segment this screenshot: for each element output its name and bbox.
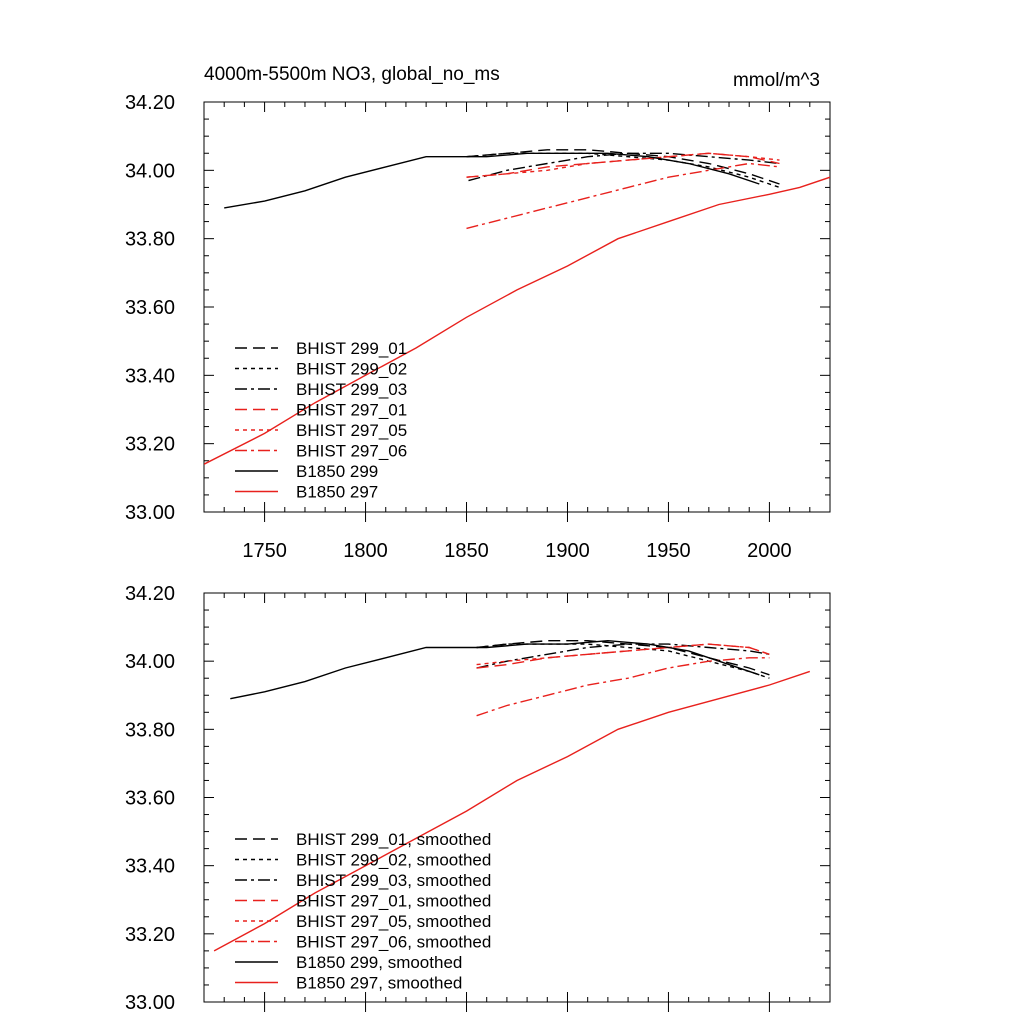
y-tick-label: 33.80 bbox=[125, 229, 175, 251]
legend-label: BHIST 299_02 bbox=[296, 360, 407, 379]
legend-label: B1850 299, smoothed bbox=[296, 953, 462, 972]
series-line bbox=[230, 639, 760, 700]
legend-label: BHIST 299_01 bbox=[296, 339, 407, 358]
y-tick-label: 34.20 bbox=[125, 92, 175, 114]
y-tick-label: 34.00 bbox=[125, 160, 175, 182]
y-tick-label: 34.20 bbox=[125, 583, 175, 605]
top-panel: 33.00 33.20 33.40 33.60 33.80 34.00 34.20 1750 1… bbox=[125, 92, 831, 562]
legend-label: BHIST 297_01 bbox=[296, 401, 407, 420]
y-tick-label: 33.80 bbox=[125, 719, 175, 741]
legend-label: B1850 297 bbox=[296, 483, 378, 502]
x-tick-label: 2000 bbox=[747, 540, 792, 562]
y-tick-label: 33.40 bbox=[125, 365, 175, 387]
series-line bbox=[213, 670, 811, 952]
y-tick-label: 33.40 bbox=[125, 856, 175, 878]
bottom-panel: 33.00 33.20 33.40 33.60 33.80 34.00 34.20 BHIST… bbox=[125, 583, 831, 1014]
y-tick-label: 33.20 bbox=[125, 924, 175, 946]
series-line bbox=[476, 643, 770, 679]
series-line bbox=[466, 152, 780, 189]
y-tick-label: 33.00 bbox=[125, 992, 175, 1014]
legend-label: B1850 297, smoothed bbox=[296, 974, 462, 993]
series-line bbox=[466, 162, 780, 230]
series-line bbox=[466, 152, 780, 178]
y-tick-label: 33.60 bbox=[125, 788, 175, 810]
legend-label: BHIST 299_03, smoothed bbox=[296, 871, 491, 890]
x-tick-label: 1900 bbox=[545, 540, 590, 562]
series-line bbox=[476, 640, 770, 676]
y-tick-label: 34.00 bbox=[125, 651, 175, 673]
units-label: mmol/m^3 bbox=[733, 70, 820, 91]
series-line bbox=[468, 152, 780, 182]
x-tick-label: 1750 bbox=[242, 540, 287, 562]
legend-label: BHIST 297_05, smoothed bbox=[296, 912, 491, 931]
legend-label: B1850 299 bbox=[296, 462, 378, 481]
series-line bbox=[476, 643, 770, 666]
chart-title: 4000m-5500m NO3, global_no_ms bbox=[204, 64, 500, 85]
y-tick-label: 33.00 bbox=[125, 502, 175, 524]
y-tick-label: 33.20 bbox=[125, 434, 175, 456]
series-line bbox=[204, 176, 830, 465]
series-line bbox=[476, 643, 770, 669]
legend-label: BHIST 299_02, smoothed bbox=[296, 851, 491, 870]
legend-label: BHIST 299_01, smoothed bbox=[296, 830, 491, 849]
legend-label: BHIST 297_06 bbox=[296, 442, 407, 461]
legend-label: BHIST 297_05 bbox=[296, 421, 407, 440]
legend-label: BHIST 297_01, smoothed bbox=[296, 892, 491, 911]
x-tick-label: 1950 bbox=[646, 540, 691, 562]
x-tick-label: 1850 bbox=[444, 540, 489, 562]
series-line bbox=[476, 657, 770, 717]
legend-label: BHIST 299_03 bbox=[296, 380, 407, 399]
series-line bbox=[224, 152, 760, 209]
x-tick-label: 1800 bbox=[343, 540, 388, 562]
y-tick-label: 33.60 bbox=[125, 297, 175, 319]
legend-label: BHIST 297_06, smoothed bbox=[296, 933, 491, 952]
